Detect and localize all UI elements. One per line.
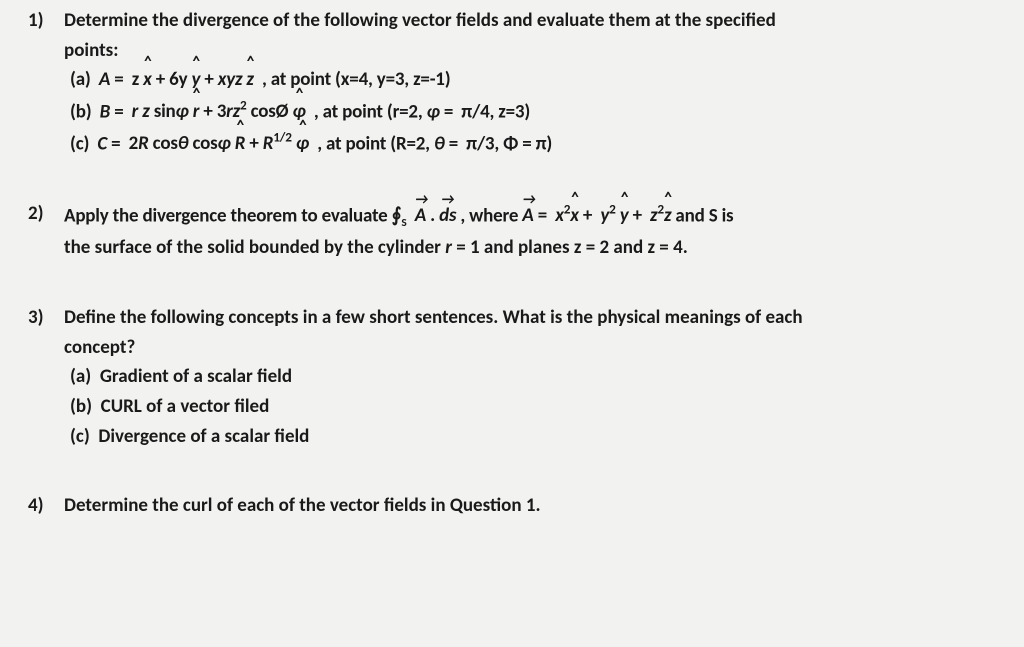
part-label: (c) [70, 425, 90, 448]
q3-part-b: (b) CURL of a vector filed [70, 394, 803, 420]
question-body: Apply the divergence theorem to evaluate… [64, 201, 733, 265]
q1b-eval: , at point (r=2, φ = π/4, z=3) [314, 100, 530, 123]
q1c-expr: 2R cosθ cosφ R + R1/2 φ [125, 132, 314, 155]
q2-lead: Apply the divergence theorem to evaluate [64, 204, 392, 227]
question-3: 3) Define the following concepts in a fe… [28, 305, 1002, 453]
q4-prompt: Determine the curl of each of the vector… [64, 493, 541, 519]
q3b-content: CURL of a vector filed [101, 395, 270, 418]
q1b-lhs: B [96, 100, 111, 123]
q1-prompt-line1: Determine the divergence of the followin… [64, 8, 776, 34]
question-4: 4) Determine the curl of each of the vec… [28, 493, 1002, 523]
q1a-eval: , at point (x=4, y=3, z=-1) [262, 68, 450, 91]
question-1: 1) Determine the divergence of the follo… [28, 8, 1002, 161]
q3-part-c: (c) Divergence of a scalar field [70, 424, 803, 450]
question-number: 1) [28, 8, 64, 161]
q1b-expr: r z sinφ r + 3rz2 cosØ φ [128, 100, 310, 123]
question-body: Define the following concepts in a few s… [64, 305, 803, 453]
q2-integral: ∮S A . ds [392, 204, 457, 227]
question-body: Determine the curl of each of the vector… [64, 493, 541, 523]
q3-part-a: (a) Gradient of a scalar field [70, 364, 803, 390]
question-number: 4) [28, 493, 64, 523]
q2-A-eq: A = x2x + y2 y + z2z [522, 204, 671, 227]
q3a-content: Gradient of a scalar field [100, 365, 292, 388]
q3-prompt-line1: Define the following concepts in a few s… [64, 305, 803, 331]
part-label: (b) [70, 395, 92, 418]
part-label: (c) [70, 132, 89, 155]
q2-tail: and S is [675, 204, 733, 227]
q2-line2: the surface of the solid bounded by the … [64, 235, 733, 261]
q1c-lhs: C [93, 132, 107, 155]
part-label: (a) [70, 365, 91, 388]
q3c-content: Divergence of a scalar field [98, 425, 309, 448]
q3-prompt-line2: concept? [64, 335, 803, 361]
question-number: 3) [28, 305, 64, 453]
question-number: 2) [28, 201, 64, 265]
question-2: 2) Apply the divergence theorem to evalu… [28, 201, 1002, 265]
q1a-lhs: A [95, 68, 110, 91]
q1-part-c: (c) C = 2R cosθ cosφ R + R1/2 φ , at poi… [70, 129, 776, 157]
q2-line1: Apply the divergence theorem to evaluate… [64, 201, 733, 232]
q1-part-a: (a) A = z x + 6y y + xyz z , at point (x… [70, 67, 776, 93]
document-page: 1) Determine the divergence of the follo… [0, 0, 1024, 549]
q1c-eval: , at point (R=2, θ = π/3, Φ = π) [317, 132, 552, 155]
q2-where: , where [460, 204, 522, 227]
q1-part-b: (b) B = r z sinφ r + 3rz2 cosØ φ , at po… [70, 97, 776, 125]
part-label: (a) [70, 68, 91, 91]
q1-prompt-line2: points: [64, 38, 776, 64]
part-label: (b) [70, 100, 91, 123]
question-body: Determine the divergence of the followin… [64, 8, 776, 161]
